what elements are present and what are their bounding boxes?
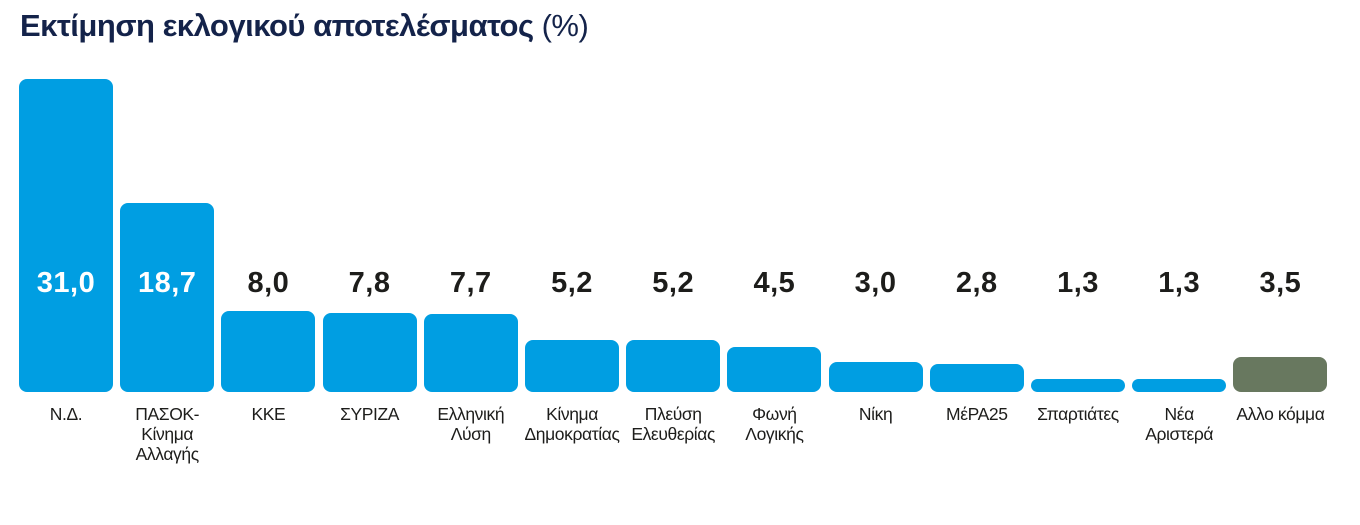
bar-column-pasok: 18,7 ΠΑΣΟΚ- Κίνημα Αλλαγής [120, 0, 215, 525]
bar-column-allo-komma: 3,5 Αλλο κόμμα [1233, 0, 1328, 525]
bar-value-label: 31,0 [36, 267, 96, 299]
bar-value-label: 3,0 [854, 267, 897, 299]
bar-nea-aristera [1132, 378, 1227, 392]
bar-value-label: 3,5 [1259, 267, 1302, 299]
bar-category-label: Ν.Δ. [49, 404, 83, 424]
bar-value-label: 5,2 [652, 267, 695, 299]
bar-elliniki-lysi [423, 314, 518, 392]
bar-category-label: Αλλο κόμμα [1236, 404, 1325, 424]
chart-title-unit: (%) [541, 8, 589, 43]
bar-kke [221, 311, 316, 392]
bar-column-nea-aristera: 1,3 Νέα Αριστερά [1132, 0, 1227, 525]
bar-category-label: Νίκη [858, 404, 893, 424]
bar-category-label: Φωνή Λογικής [745, 404, 804, 444]
bar-category-label: ΣΥΡΙΖΑ [340, 404, 400, 424]
bar-allo-komma [1233, 356, 1328, 392]
bar-category-label: Ελληνική Λύση [437, 404, 505, 444]
bar-syriza [322, 313, 417, 392]
bar-plefsi-eleftherias [626, 339, 721, 392]
bar-value-label: 1,3 [1057, 267, 1099, 299]
bar-category-label: Νέα Αριστερά [1145, 404, 1214, 444]
bar-category-label: Σπαρτιάτες [1037, 404, 1119, 424]
bar-value-label: 2,8 [955, 267, 998, 299]
bar-category-label: ΚΚΕ [251, 404, 286, 424]
bar-column-foni-logikis: 4,5 Φωνή Λογικής [727, 0, 822, 525]
bar-pasok [120, 203, 215, 392]
bar-spartiates [1031, 378, 1125, 392]
bar-column-niki: 3,0 Νίκη [828, 0, 923, 525]
bar-niki [828, 361, 923, 392]
bar-column-plefsi-eleftherias: 5,2 Πλεύση Ελευθερίας [626, 0, 721, 525]
bar-column-kke: 8,0 ΚΚΕ [221, 0, 316, 525]
bar-column-mera25: 2,8 ΜέΡΑ25 [929, 0, 1024, 525]
bar-value-label: 1,3 [1158, 267, 1201, 299]
bar-column-nd: 31,0 Ν.Δ. [19, 0, 113, 525]
page-title: Εκτίμηση εκλογικού αποτελέσματος (%) [20, 8, 589, 44]
bar-value-label: 7,7 [449, 267, 492, 299]
bar-value-label: 5,2 [551, 267, 593, 299]
bar-value-label: 8,0 [247, 267, 290, 299]
bar-column-kinima-dimokratias: 5,2 Κίνημα Δημοκρατίας [524, 0, 619, 525]
bar-category-label: Πλεύση Ελευθερίας [631, 404, 716, 444]
chart-title-text: Εκτίμηση εκλογικού αποτελέσματος [20, 8, 534, 43]
bar-category-label: ΠΑΣΟΚ- Κίνημα Αλλαγής [135, 404, 200, 464]
bar-value-label: 18,7 [137, 267, 197, 299]
bar-nd [19, 78, 113, 392]
bar-category-label: Κίνημα Δημοκρατίας [524, 404, 620, 444]
bar-value-label: 4,5 [753, 267, 796, 299]
bar-mera25 [929, 363, 1024, 392]
bar-kinima-dimokratias [525, 339, 619, 392]
bar-foni-logikis [727, 346, 822, 392]
bar-value-label: 7,8 [348, 267, 391, 299]
bar-column-syriza: 7,8 ΣΥΡΙΖΑ [322, 0, 417, 525]
bar-column-elliniki-lysi: 7,7 Ελληνική Λύση [423, 0, 518, 525]
bar-column-spartiates: 1,3 Σπαρτιάτες [1031, 0, 1125, 525]
bar-category-label: ΜέΡΑ25 [946, 404, 1008, 424]
